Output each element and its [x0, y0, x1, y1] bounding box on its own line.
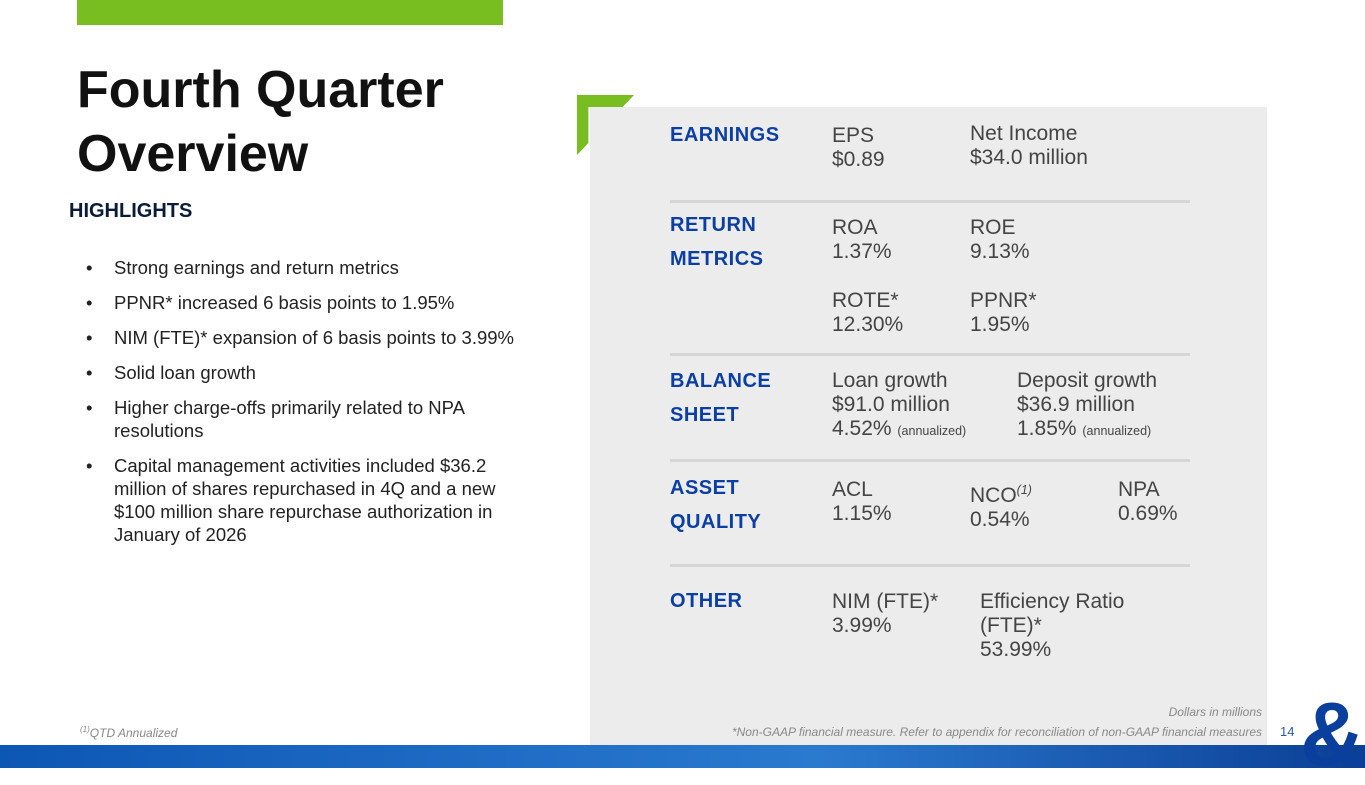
list-item: Capital management activities included $… [86, 454, 526, 546]
divider [670, 353, 1190, 356]
roe: ROE 9.13% [970, 216, 1030, 263]
loan-growth: Loan growth $91.0 million 4.52% (annualize… [832, 369, 967, 440]
deposit-growth: Deposit growth $36.9 million 1.85% (annual… [1017, 369, 1158, 440]
list-item: Higher charge-offs primarily related to … [86, 396, 526, 442]
eps: EPS $0.89 [832, 124, 885, 171]
section-return-metrics: RETURN METRICS [670, 214, 764, 270]
npa: NPA 0.69% [1118, 478, 1178, 525]
efficiency-ratio: Efficiency Ratio (FTE)* 53.99% [980, 590, 1125, 661]
list-item: PPNR* increased 6 basis points to 1.95% [86, 291, 526, 314]
section-earnings: EARNINGS [670, 124, 780, 146]
ampersand-logo-icon: & [1300, 685, 1365, 785]
divider [670, 200, 1190, 203]
list-item: Solid loan growth [86, 361, 526, 384]
acl: ACL 1.15% [832, 478, 892, 525]
metrics-panel [590, 107, 1267, 745]
list-item: NIM (FTE)* expansion of 6 basis points t… [86, 326, 526, 349]
roa: ROA 1.37% [832, 216, 892, 263]
highlights-heading: HIGHLIGHTS [69, 200, 193, 222]
non-gaap-note: *Non-GAAP financial measure. Refer to ap… [731, 725, 1262, 739]
rote: ROTE* 12.30% [832, 289, 904, 336]
accent-bar [77, 0, 503, 25]
section-balance-sheet: BALANCE SHEET [670, 370, 772, 426]
highlights-list: Strong earnings and return metrics PPNR*… [86, 256, 526, 558]
page-title: Fourth Quarter Overview [77, 61, 444, 183]
net-income: Net Income $34.0 million [970, 122, 1088, 169]
nim: NIM (FTE)* 3.99% [832, 590, 939, 637]
footnote: (1)QTD Annualized [80, 725, 178, 740]
section-asset-quality: ASSET QUALITY [670, 477, 762, 533]
dollars-note: Dollars in millions [1168, 705, 1262, 719]
page-number: 14 [1280, 724, 1295, 739]
list-item: Strong earnings and return metrics [86, 256, 526, 279]
ppnr: PPNR* 1.95% [970, 289, 1037, 336]
footer-band [0, 745, 1365, 768]
nco: NCO(1) 0.54% [970, 483, 1032, 531]
divider [670, 564, 1190, 567]
divider [670, 459, 1190, 462]
section-other: OTHER [670, 590, 743, 612]
